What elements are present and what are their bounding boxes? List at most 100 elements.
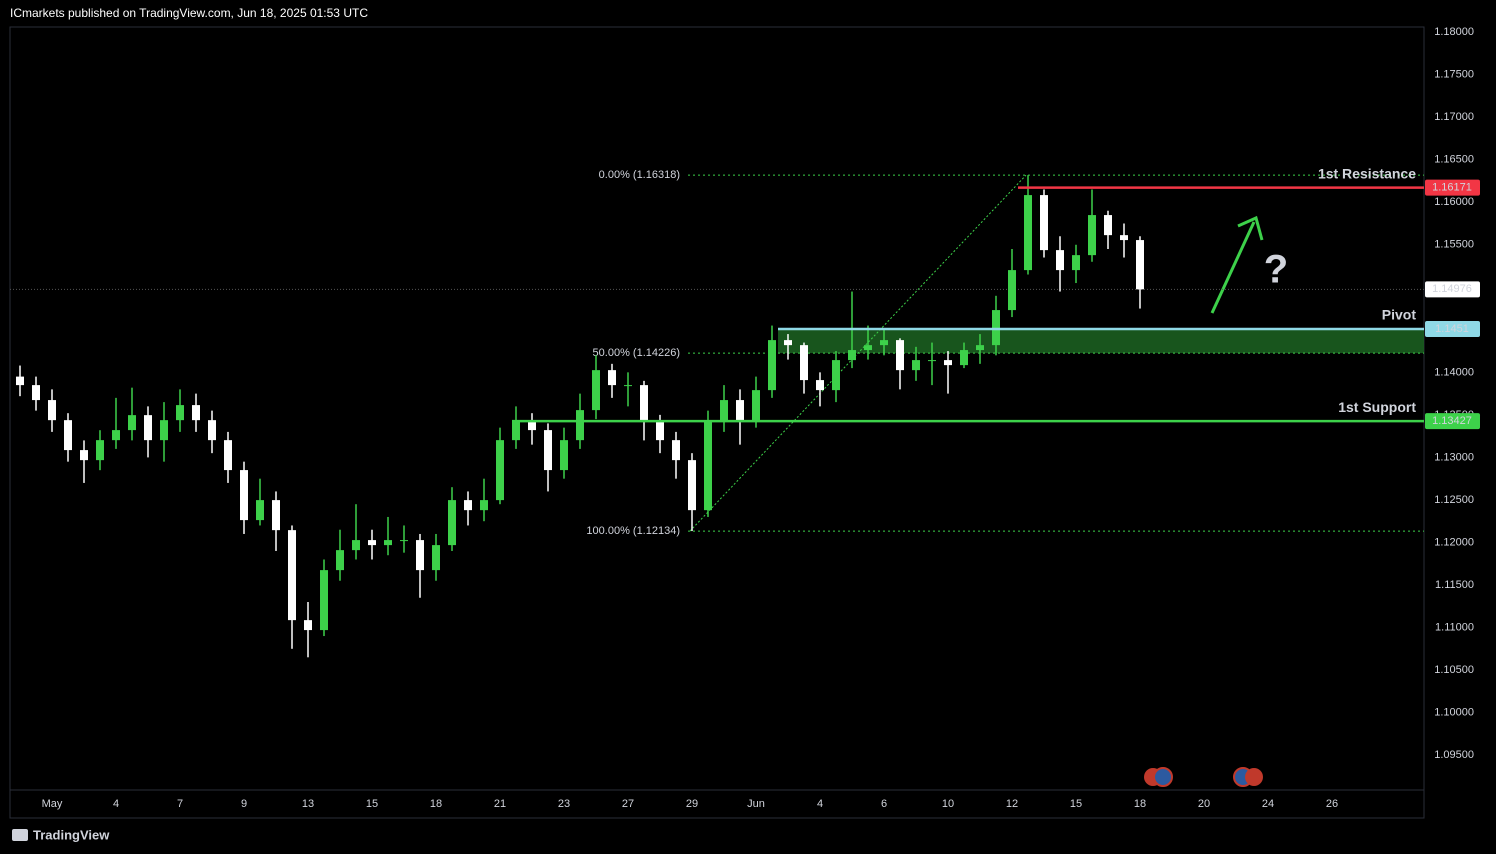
y-tick-label: 1.16500 — [1434, 154, 1474, 166]
candle-body — [176, 405, 184, 421]
candle-body — [272, 500, 280, 531]
candle-body — [416, 540, 424, 571]
level-name: Pivot — [1382, 307, 1417, 323]
x-tick-label: 4 — [817, 798, 823, 810]
candle-body — [512, 420, 520, 441]
x-tick-label: 4 — [113, 798, 119, 810]
candle-body — [656, 420, 664, 441]
candle-body — [208, 420, 216, 441]
x-tick-label: 20 — [1198, 798, 1210, 810]
candle-body — [448, 500, 456, 546]
candle-body — [592, 370, 600, 411]
level-price: 1.16171 — [1432, 182, 1472, 194]
candle-body — [768, 340, 776, 391]
candle-body — [432, 545, 440, 571]
candle-body — [368, 540, 376, 546]
candle-body — [816, 380, 824, 391]
event-icon — [1245, 768, 1263, 786]
candle-body — [704, 420, 712, 511]
level-price-box — [1425, 179, 1480, 196]
x-tick-label: 15 — [366, 798, 378, 810]
candle-body — [192, 405, 200, 421]
candle-body — [1024, 195, 1032, 271]
level-name: 1st Support — [1338, 399, 1416, 415]
y-tick-label: 1.10000 — [1434, 707, 1474, 719]
level-price: 1.13427 — [1432, 415, 1472, 427]
candle-body — [288, 530, 296, 621]
event-icon — [1153, 767, 1173, 787]
candle-body — [256, 500, 264, 521]
y-tick-label: 1.17000 — [1434, 111, 1474, 123]
arrow — [1210, 221, 1256, 314]
candle-body — [1104, 215, 1112, 236]
y-tick-label: 1.18000 — [1434, 26, 1474, 38]
candle-body — [640, 385, 648, 421]
x-tick-label: Jun — [747, 798, 765, 810]
candle-body — [864, 345, 872, 351]
candle-body — [1056, 250, 1064, 271]
candle-body — [352, 540, 360, 551]
candle-body — [336, 550, 344, 571]
candle-body — [928, 360, 936, 362]
last-price-label: 1.14976 — [1432, 283, 1472, 295]
candle-body — [624, 385, 632, 387]
x-tick-label: 18 — [430, 798, 442, 810]
footer: TradingView — [33, 827, 110, 842]
candle-body — [1088, 215, 1096, 256]
x-tick-label: 18 — [1134, 798, 1146, 810]
candle-body — [16, 376, 24, 386]
candle-body — [896, 340, 904, 371]
candle-body — [560, 440, 568, 471]
x-tick-label: 24 — [1262, 798, 1274, 810]
level-price: 1.1451 — [1435, 323, 1469, 335]
candle-body — [960, 350, 968, 366]
candle-body — [1008, 270, 1016, 311]
level-price-box — [1425, 320, 1480, 337]
logo — [12, 829, 28, 841]
x-tick-label: 13 — [302, 798, 314, 810]
x-tick-label: 12 — [1006, 798, 1018, 810]
candle-body — [240, 470, 248, 521]
candle-body — [880, 340, 888, 346]
candle-body — [832, 360, 840, 391]
candle-body — [784, 340, 792, 346]
candle-body — [96, 440, 104, 461]
candle-body — [144, 415, 152, 441]
candle-body — [224, 440, 232, 471]
x-tick-label: 15 — [1070, 798, 1082, 810]
candle-body — [1072, 255, 1080, 271]
level-name: 1st Resistance — [1318, 165, 1416, 181]
candle-body — [496, 440, 504, 501]
candle-body — [544, 430, 552, 471]
y-tick-label: 1.14000 — [1434, 366, 1474, 378]
candle-body — [992, 310, 1000, 346]
candle-body — [64, 420, 72, 451]
y-tick-label: 1.13000 — [1434, 451, 1474, 463]
x-tick-label: 10 — [942, 798, 954, 810]
candle-body — [464, 500, 472, 511]
candle-body — [112, 430, 120, 441]
candle-body — [848, 350, 856, 361]
x-tick-label: 9 — [241, 798, 247, 810]
y-tick-label: 1.15500 — [1434, 239, 1474, 251]
candle-body — [400, 540, 408, 542]
candle-body — [1120, 235, 1128, 241]
candle-body — [720, 400, 728, 421]
candle-body — [576, 410, 584, 441]
candle-body — [736, 400, 744, 421]
candle-body — [976, 345, 984, 351]
x-tick-label: 26 — [1326, 798, 1338, 810]
candle-body — [160, 420, 168, 441]
candle-body — [608, 370, 616, 386]
candle-body — [304, 620, 312, 631]
candle-body — [480, 500, 488, 511]
y-tick-label: 1.12500 — [1434, 494, 1474, 506]
candle-body — [688, 460, 696, 511]
candle-body — [80, 450, 88, 461]
level-price-box — [1425, 413, 1480, 430]
header: ICmarkets published on TradingView.com, … — [10, 6, 368, 20]
fib-label: 50.00% (1.14226) — [593, 347, 680, 359]
